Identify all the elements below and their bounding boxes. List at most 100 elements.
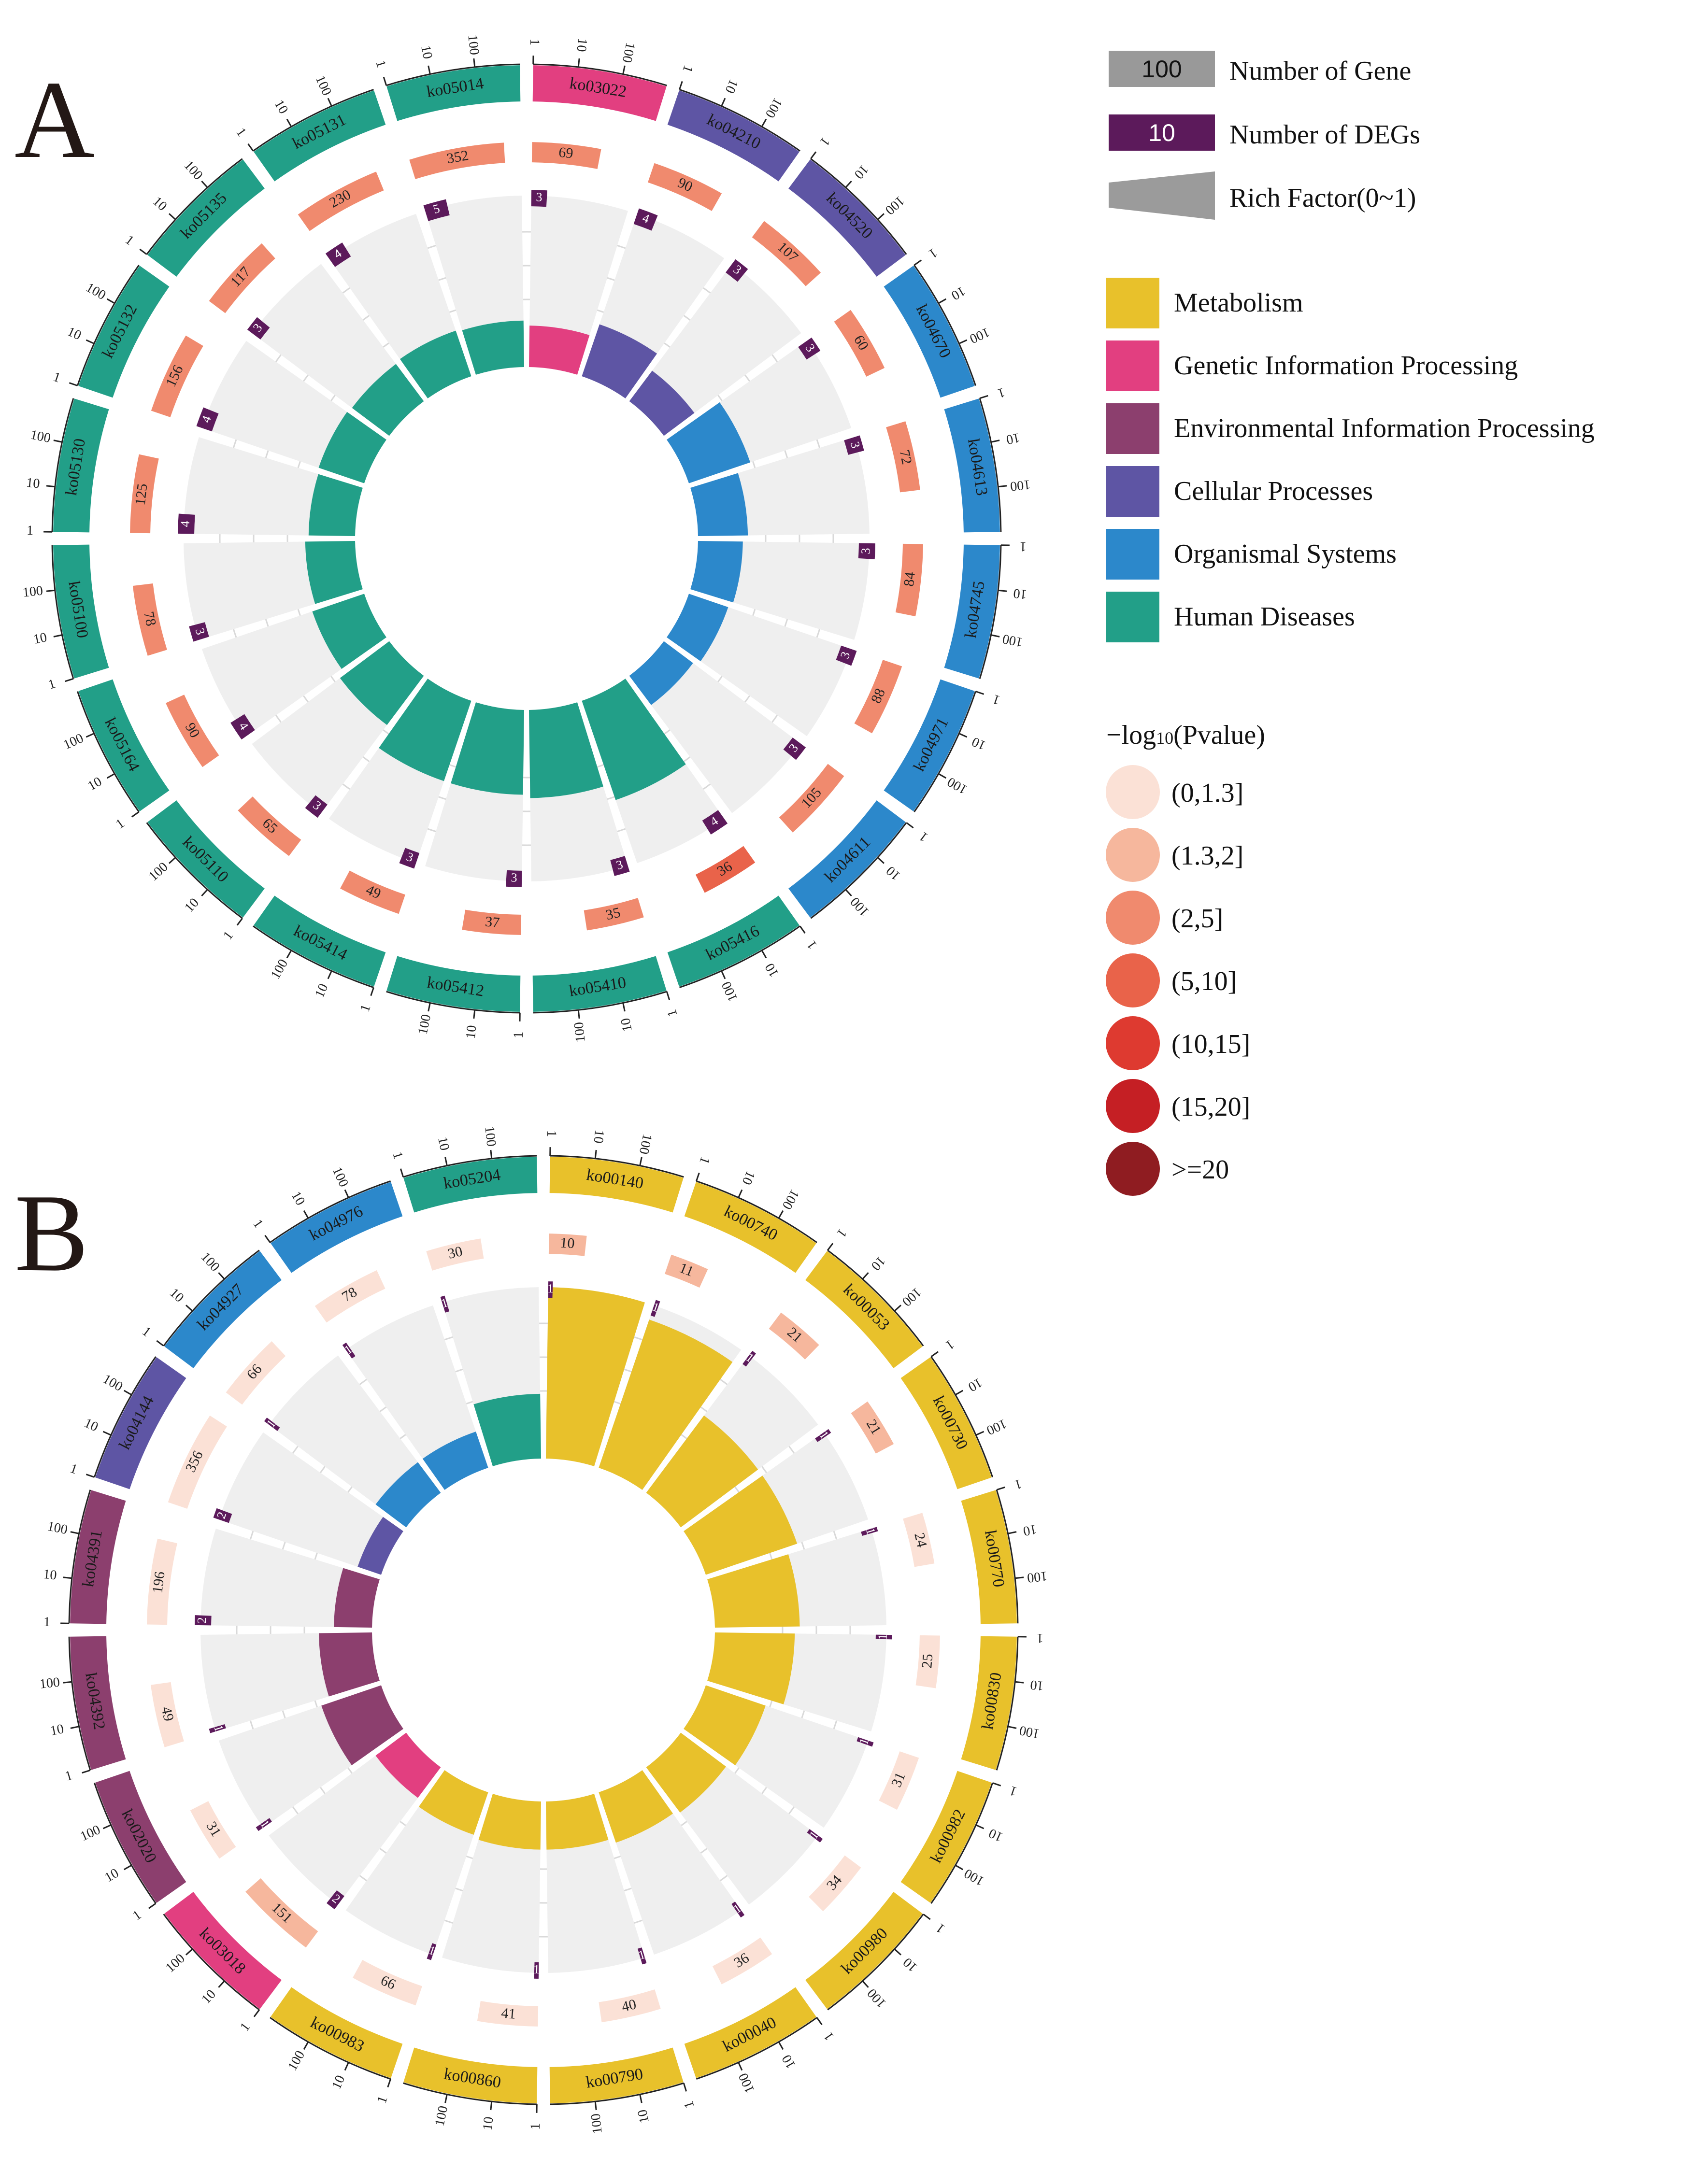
axis-tick [106,298,115,304]
axis-line [68,1489,91,1624]
axis-tick [938,298,947,304]
axis-tick [63,1576,72,1579]
gene-count-bar [238,796,301,856]
axis-tick-label: 10 [966,1375,985,1395]
track-background [218,1432,403,1575]
rich-factor-bar [308,474,363,537]
rich-factor-bar [684,1475,798,1575]
rich-factor-bar [684,1685,766,1765]
axis-tick-label: 10 [418,44,435,60]
axis-tick-label: 10 [1013,585,1028,602]
category-legend-item: Cellular Processes [1106,466,1373,517]
pvalue-legend-item: (5,10] [1106,953,1237,1007]
category-segment [78,266,170,398]
deg-count-bar [178,513,195,534]
axis-tick-label: 10 [868,1253,888,1274]
axis-line [679,925,800,989]
axis-tick-label: 100 [29,427,52,446]
axis-tick-label: 10 [43,1567,57,1583]
axis-tick [86,1474,95,1478]
axis-tick-label: 100 [962,1866,987,1889]
axis-tick [799,925,806,934]
axis-tick-label: 1 [220,928,236,943]
axis-line [270,2017,391,2080]
axis-tick-label: 100 [83,280,108,303]
axis-tick-label: 1 [63,1768,74,1784]
deg-count-swatch [1109,114,1215,151]
gene-count-bar [151,335,203,417]
axis-tick-label: 10 [49,1721,65,1739]
axis-tick [845,180,852,188]
axis-tick-label: 100 [945,774,970,797]
axis-tick [666,991,671,1000]
deg-count-bar [264,1418,280,1431]
axis-tick-label: 100 [285,2048,308,2073]
axis-tick [906,822,914,829]
axis-tick-label: 100 [39,1674,60,1691]
axis-tick [622,65,626,74]
gene-count-label: 25 [919,1653,936,1669]
gene-count-bar [599,1989,661,2023]
axis-line [386,63,520,86]
category-segment [254,895,386,987]
axis-line [827,1914,924,2011]
deg-count-bar [861,1527,878,1536]
category-segment [53,544,109,679]
axis-tick-label: 1 [130,1907,144,1923]
rich-factor-bar [379,679,471,781]
category-legend-item: Environmental Information Processing [1106,403,1595,454]
axis-tick [913,259,922,266]
axis-tick [46,485,56,488]
axis-tick-label: 1 [916,829,931,845]
axis-line [996,1489,1019,1624]
deg-count-bar [783,737,806,760]
axis-line [696,2017,817,2080]
deg-count-bar [305,795,328,818]
axis-tick [201,180,208,188]
axis-tick-label: 100 [762,95,785,120]
category-segment [684,1182,816,1273]
axis-tick [845,889,852,897]
grid-ring [253,265,800,812]
axis-tick-label: 100 [482,1125,499,1147]
pvalue-title-sub: 10 [1156,728,1173,748]
pvalue-legend-item: (10,15] [1106,1016,1250,1070]
axis-line [403,2082,537,2105]
gene-count-bar [426,1238,484,1271]
grid-ring [303,1390,784,1870]
category-segment [403,2047,538,2103]
gene-count-bar [769,1312,819,1360]
axis-tick [139,248,147,255]
rich-factor-bar [340,641,424,725]
rich-factor-bar [473,1393,542,1466]
gene-count-bar [462,909,522,935]
rich-factor-bar [690,473,748,537]
axis-tick [761,118,767,128]
rich-factor-bar [545,1287,645,1466]
pvalue-label: (5,10] [1171,966,1237,996]
deg-count-bar [196,407,219,432]
axis-tick-label: 10 [65,324,84,343]
axis-tick-label: 10 [312,981,331,1000]
rich-factor-bar [375,1732,441,1798]
axis-tick [123,1390,132,1396]
gene-count-label: 35 [604,905,622,923]
axis-tick [955,1864,964,1871]
category-swatch [1106,592,1159,642]
axis-tick [400,1168,404,1177]
axis-line [93,1356,157,1477]
pvalue-legend-title: −log10(Pvalue) [1106,720,1265,750]
axis-tick-label: 10 [1029,1677,1044,1693]
rich-factor-bar [478,1794,542,1850]
gene-count-label: 10 [559,1235,575,1252]
category-segment [164,1892,282,2009]
